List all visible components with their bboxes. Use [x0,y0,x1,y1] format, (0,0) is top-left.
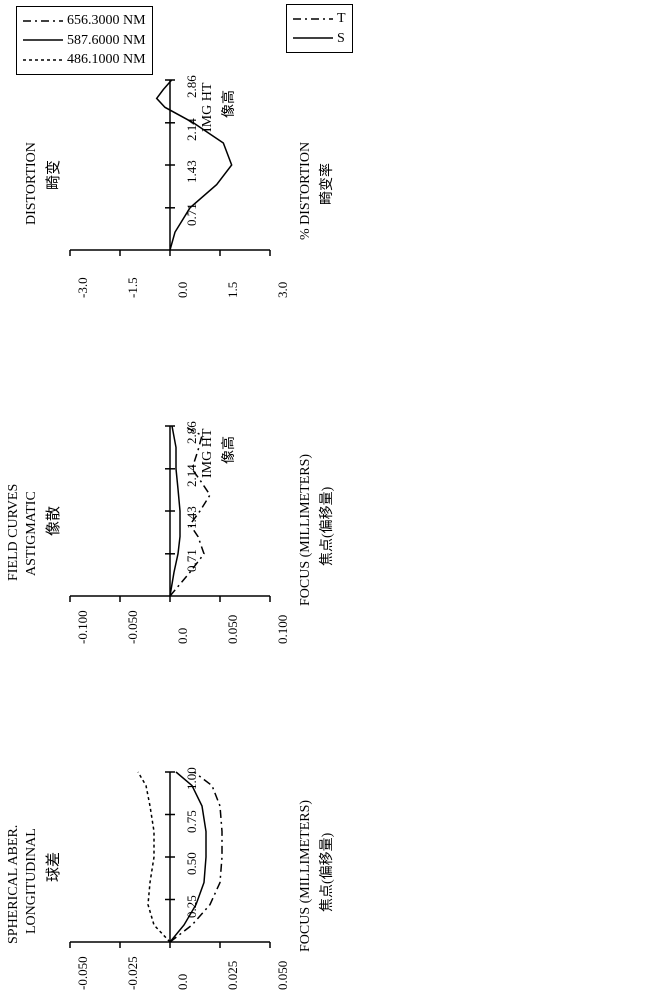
astigmatic-xtick: -0.100 [75,610,91,644]
distortion-ytick: 2.14 [184,118,200,141]
astigmatic-xlabel-cn: 焦点(偏移量) [316,487,336,566]
spherical-xtick: -0.025 [125,956,141,990]
astigmatic-xtick: -0.050 [125,610,141,644]
figure-canvas: 656.3000 NM 587.6000 NM 486.1000 NM TS -0.05… [0,0,654,1000]
astigmatic-ytick: 2.86 [184,421,200,444]
astigmatic-ytick: 0.71 [184,549,200,572]
wavelength-legend-row: 656.3000 NM [23,11,146,31]
legend-label: 486.1000 NM [67,52,146,67]
astigmatic-ytick: 2.14 [184,464,200,487]
distortion-ytick: 1.43 [184,160,200,183]
astigmatic-xtick: 0.050 [225,615,241,644]
astigmatic-xlabel-en: FOCUS (MILLIMETERS) [298,454,314,606]
astigmatic-title-cn: 像散 [42,506,63,536]
distortion-title-en: DISTORTION [24,142,40,225]
spherical-ytick: 0.75 [184,810,200,833]
distortion-xtick: -1.5 [125,277,141,298]
distortion-xlabel-cn: 畸变率 [316,163,336,205]
spherical-title-en1: LONGITUDINAL [24,828,40,934]
legend-label: S [337,31,345,46]
distortion-sub-en: IMG HT [200,83,216,132]
astigmatic-title-en1: ASTIGMATIC [24,491,40,576]
spherical-title-cn: 球差 [42,852,63,882]
astigmatic-ytick: 1.43 [184,506,200,529]
distortion-ytick: 0.71 [184,203,200,226]
ts-legend-row: S [293,29,346,49]
astigmatic-xtick: 0.0 [175,628,191,644]
spherical-ytick: 0.25 [184,895,200,918]
legend-label: 587.6000 NM [67,33,146,48]
astigmatic-sub-cn: 像高 [218,436,238,464]
distortion-xtick: 0.0 [175,282,191,298]
astigmatic-sub-en: IMG HT [200,429,216,478]
astigmatic-title-en2: FIELD CURVES [6,484,22,581]
legend-line-sample [23,34,63,46]
distortion-xtick: 3.0 [275,282,291,298]
legend-label: 656.3000 NM [67,13,146,28]
distortion-sub-cn: 像高 [218,90,238,118]
legend-line-sample [23,54,63,66]
spherical-xtick: 0.050 [275,961,291,990]
legend-line-sample [293,13,333,25]
spherical-xlabel-cn: 焦点(偏移量) [316,833,336,912]
distortion-xtick: -3.0 [75,277,91,298]
spherical-ytick: 0.50 [184,852,200,875]
wavelength-legend: 656.3000 NM 587.6000 NM 486.1000 NM [16,6,153,75]
distortion-plot [50,70,290,270]
spherical-xtick: -0.050 [75,956,91,990]
spherical-title-en2: SPHERICAL ABER. [6,825,22,944]
distortion-title-cn: 畸变 [42,160,63,190]
legend-line-sample [293,32,333,44]
legend-line-sample [23,15,63,27]
spherical-xtick: 0.0 [175,974,191,990]
spherical-xtick: 0.025 [225,961,241,990]
spherical-ytick: 1.00 [184,767,200,790]
wavelength-legend-row: 486.1000 NM [23,50,146,70]
astigmatic-plot [50,416,290,616]
distortion-ytick: 2.86 [184,75,200,98]
ts-legend: TS [286,4,353,53]
distortion-xtick: 1.5 [225,282,241,298]
ts-legend-row: T [293,9,346,29]
astigmatic-xtick: 0.100 [275,615,291,644]
wavelength-legend-row: 587.6000 NM [23,31,146,51]
legend-label: T [337,11,346,26]
spherical-plot [50,762,290,962]
spherical-xlabel-en: FOCUS (MILLIMETERS) [298,800,314,952]
distortion-xlabel-en: % DISTORTION [298,142,314,240]
